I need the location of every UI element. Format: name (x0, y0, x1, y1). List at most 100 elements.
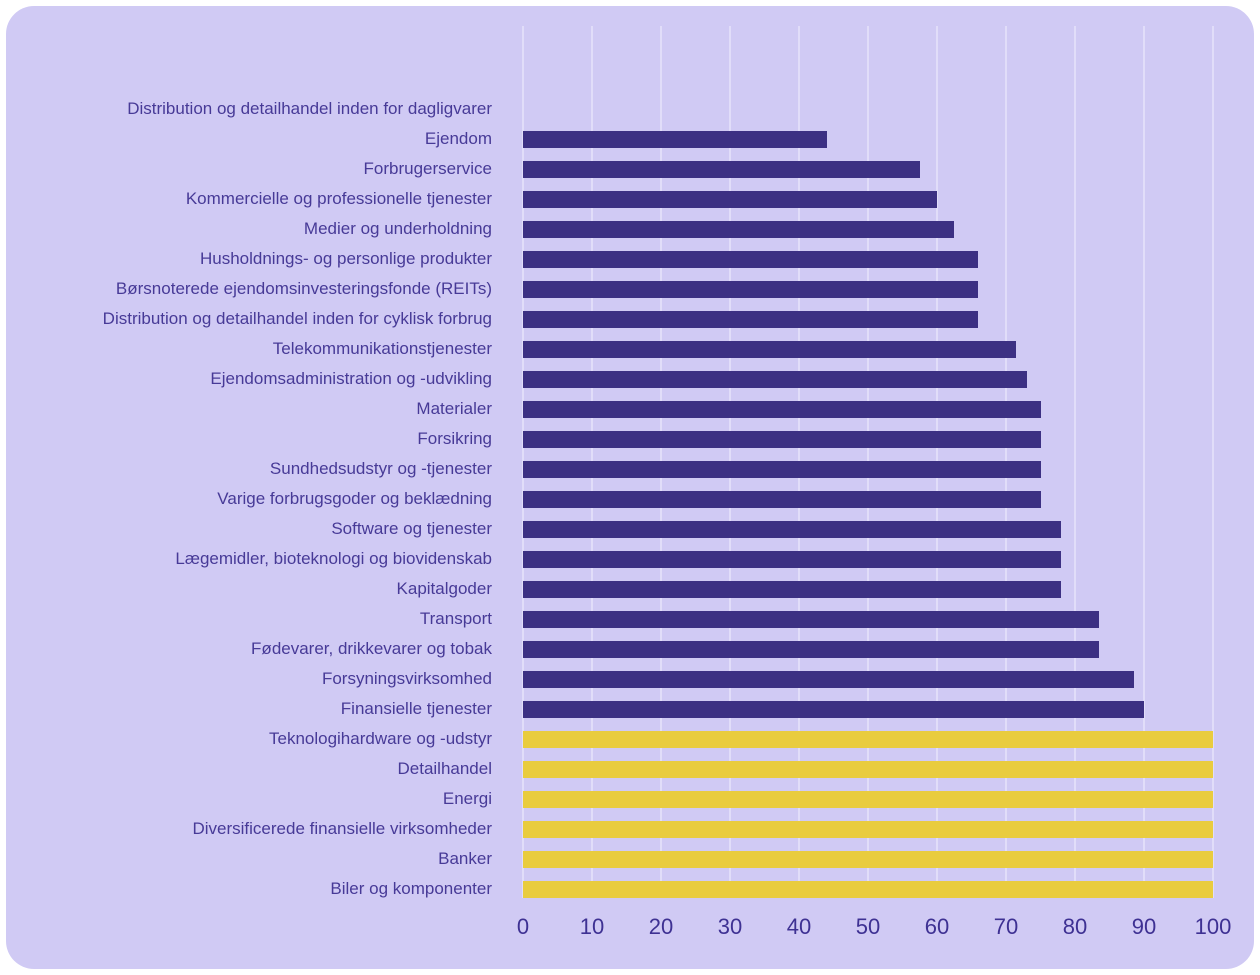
chart-row: Diversificerede finansielle virksomheder (6, 814, 1260, 844)
bar-track (523, 820, 1213, 838)
chart-row: Transport (6, 604, 1260, 634)
category-label: Diversificerede finansielle virksomheder (192, 819, 492, 838)
bar (523, 190, 937, 208)
chart-row: Husholdnings- og personlige produkter (6, 244, 1260, 274)
bar-track (523, 130, 1213, 148)
category-label: Ejendom (424, 129, 492, 148)
bar (523, 850, 1213, 868)
category-label: Biler og komponenter (330, 879, 492, 898)
x-tick-label: 50 (855, 914, 881, 939)
bar (523, 760, 1213, 778)
chart-row: Kommercielle og professionelle tjenester (6, 184, 1260, 214)
bar (523, 730, 1213, 748)
bar (523, 340, 1017, 358)
bar-track (523, 700, 1213, 718)
category-label: Transport (419, 609, 492, 628)
bar (523, 160, 920, 178)
bar (523, 490, 1041, 508)
chart-row: Software og tjenester (6, 514, 1260, 544)
bar (523, 400, 1041, 418)
chart-row: Forsikring (6, 424, 1260, 454)
category-label: Kapitalgoder (396, 579, 492, 598)
bar (523, 670, 1134, 688)
chart-row: Medier og underholdning (6, 214, 1260, 244)
bar (523, 430, 1041, 448)
bar-track (523, 520, 1213, 538)
category-label: Forbrugerservice (363, 159, 493, 178)
category-label: Distribution og detailhandel inden for d… (127, 99, 492, 118)
bar-track (523, 370, 1213, 388)
chart-row: Børsnoterede ejendomsinvesteringsfonde (… (6, 274, 1260, 304)
bar-track (523, 550, 1213, 568)
chart-row: Materialer (6, 394, 1260, 424)
x-tick-label: 100 (1194, 914, 1232, 939)
bar (523, 550, 1062, 568)
chart-row: Banker (6, 844, 1260, 874)
bar-track (523, 670, 1213, 688)
category-label: Forsikring (417, 429, 492, 448)
bar-track (523, 490, 1213, 508)
category-label: Energi (442, 789, 492, 808)
chart-row: Finansielle tjenester (6, 694, 1260, 724)
bar-track (523, 580, 1213, 598)
gridline (1074, 26, 1076, 898)
chart-row: Energi (6, 784, 1260, 814)
category-label: Distribution og detailhandel inden for c… (102, 309, 492, 328)
chart-row: Sundhedsudstyr og -tjenester (6, 454, 1260, 484)
gridline (1212, 26, 1214, 898)
x-tick-label: 80 (1062, 914, 1088, 939)
category-label: Husholdnings- og personlige produkter (199, 249, 492, 268)
category-label: Banker (438, 849, 492, 868)
category-label: Software og tjenester (331, 519, 492, 538)
bar (523, 520, 1062, 538)
bar-track (523, 280, 1213, 298)
bar (523, 700, 1144, 718)
bar (523, 250, 979, 268)
chart-row: Distribution og detailhandel inden for d… (6, 94, 1260, 124)
bar-track (523, 730, 1213, 748)
bar (523, 310, 979, 328)
x-tick-label: 10 (579, 914, 605, 939)
category-label: Fødevarer, drikkevarer og tobak (251, 639, 492, 658)
category-label: Ejendomsadministration og -udvikling (210, 369, 492, 388)
x-tick-label: 60 (924, 914, 950, 939)
bar-track (523, 160, 1213, 178)
x-tick-label: 20 (648, 914, 674, 939)
chart-row: Fødevarer, drikkevarer og tobak (6, 634, 1260, 664)
category-label: Sundhedsudstyr og -tjenester (269, 459, 492, 478)
category-label: Finansielle tjenester (340, 699, 492, 718)
chart-row: Forsyningsvirksomhed (6, 664, 1260, 694)
x-tick-label: 90 (1131, 914, 1157, 939)
bar-rows: Distribution og detailhandel inden for d… (6, 94, 1260, 904)
x-axis: 0 10 20 30 40 50 60 70 80 90 100 (517, 912, 1231, 942)
bar (523, 640, 1100, 658)
x-tick-label: 70 (993, 914, 1019, 939)
chart-row: Ejendomsadministration og -udvikling (6, 364, 1260, 394)
bar-track (523, 400, 1213, 418)
bar (523, 220, 955, 238)
category-label: Kommercielle og professionelle tjenester (185, 189, 492, 208)
chart-row: Distribution og detailhandel inden for c… (6, 304, 1260, 334)
bar-track (523, 850, 1213, 868)
bar-track (523, 250, 1213, 268)
bar (523, 280, 979, 298)
bar (523, 130, 827, 148)
bar-track (523, 340, 1213, 358)
category-label: Materialer (416, 399, 492, 418)
chart-card: Distribution og detailhandel inden for d… (6, 6, 1254, 969)
category-label: Teknologihardware og -udstyr (268, 729, 492, 748)
chart-row: Teknologihardware og -udstyr (6, 724, 1260, 754)
bar-track (523, 430, 1213, 448)
category-label: Detailhandel (397, 759, 492, 778)
gridline (1143, 26, 1145, 898)
bar-track (523, 190, 1213, 208)
chart-row: Varige forbrugsgoder og beklædning (6, 484, 1260, 514)
bar-track (523, 310, 1213, 328)
category-label: Telekommunikationstjenester (272, 339, 492, 358)
bar (523, 460, 1041, 478)
chart-row: Forbrugerservice (6, 154, 1260, 184)
category-label: Børsnoterede ejendomsinvesteringsfonde (… (115, 279, 492, 298)
bar-track (523, 460, 1213, 478)
bar-track (523, 760, 1213, 778)
bar (523, 370, 1027, 388)
